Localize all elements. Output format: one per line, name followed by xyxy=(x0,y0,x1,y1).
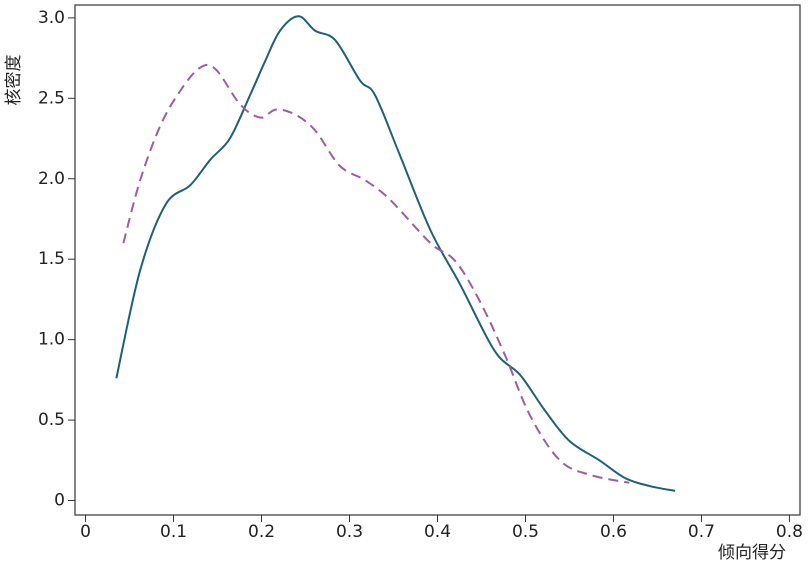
x-tick-label: 0.8 xyxy=(776,522,803,542)
x-tick-label: 0.2 xyxy=(248,522,275,542)
x-tick-label: 0 xyxy=(80,522,91,542)
plot-frame xyxy=(74,4,801,516)
density-line xyxy=(122,63,630,484)
y-tick-label: 1.5 xyxy=(38,249,65,269)
x-tick-label: 0.6 xyxy=(600,522,627,542)
x-tick-label: 0.1 xyxy=(160,522,187,542)
x-tick-label: 0.3 xyxy=(336,522,363,542)
x-tick-label: 0.7 xyxy=(688,522,715,542)
y-tick-label: 0.5 xyxy=(38,410,65,430)
y-tick-label: 0 xyxy=(54,491,65,511)
y-tick-label: 1.0 xyxy=(38,330,65,350)
y-tick-label: 3.0 xyxy=(38,8,65,28)
y-axis-label: 核密度 xyxy=(4,55,24,106)
y-tick-label: 2.0 xyxy=(38,169,65,189)
y-tick-label: 2.5 xyxy=(38,88,65,108)
x-tick-label: 0.4 xyxy=(424,522,451,542)
x-tick-label: 0.5 xyxy=(512,522,539,542)
x-axis-label: 倾向得分 xyxy=(718,543,786,563)
density-line xyxy=(115,15,676,492)
